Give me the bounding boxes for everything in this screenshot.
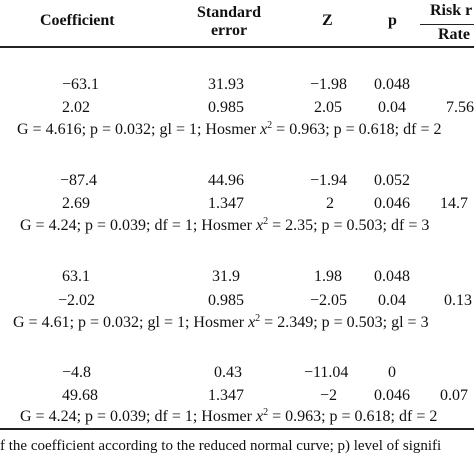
z-cell: −2 <box>320 387 338 404</box>
coefficient-cell: −2.02 <box>58 292 96 309</box>
coefficient-cell: 63.1 <box>62 268 90 285</box>
standard-error-cell: 31.93 <box>208 76 244 93</box>
p-cell: 0.046 <box>374 195 410 212</box>
model-statistics-line: G = 4.24; p = 0.039; df = 1; Hosmer x2 =… <box>20 407 438 426</box>
z-cell: −1.94 <box>310 172 348 189</box>
standard-error-cell: 0.985 <box>208 99 244 116</box>
coefficient-cell: 2.69 <box>62 195 90 212</box>
risk-subheader-rule <box>420 24 474 25</box>
header-bottom-rule <box>0 46 474 48</box>
coefficient-cell: 49.68 <box>62 387 98 404</box>
header-z: Z <box>322 12 333 29</box>
header-coefficient: Coefficient <box>40 12 115 29</box>
model-statistics-line: G = 4.24; p = 0.039; df = 1; Hosmer x2 =… <box>20 216 430 235</box>
header-standard-error-line1: Standard <box>196 4 262 21</box>
rate-cell: 0.13 <box>444 292 472 309</box>
z-cell: 2 <box>326 195 334 212</box>
coefficient-cell: −4.8 <box>62 364 92 381</box>
coefficient-cell: −87.4 <box>60 172 98 189</box>
header-rate: Rate <box>438 26 470 43</box>
standard-error-cell: 44.96 <box>208 172 244 189</box>
standard-error-cell: 0.43 <box>214 364 242 381</box>
header-p: p <box>388 12 397 29</box>
model-statistics-line: G = 4.61; p = 0.032; gl = 1; Hosmer x2 =… <box>13 313 429 332</box>
p-cell: 0.04 <box>378 292 406 309</box>
footnote: f the coefficient according to the reduc… <box>0 438 442 454</box>
standard-error-cell: 0.985 <box>208 292 244 309</box>
header-risk: Risk r <box>430 2 473 19</box>
standard-error-cell: 1.347 <box>208 195 244 212</box>
p-cell: 0 <box>388 364 396 381</box>
p-cell: 0.048 <box>374 268 410 285</box>
p-cell: 0.052 <box>374 172 410 189</box>
z-cell: −2.05 <box>310 292 348 309</box>
standard-error-cell: 31.9 <box>212 268 240 285</box>
p-cell: 0.048 <box>374 76 410 93</box>
z-cell: 1.98 <box>314 268 342 285</box>
model-statistics-line: G = 4.616; p = 0.032; gl = 1; Hosmer x2 … <box>17 120 442 139</box>
header-standard-error-line2: error <box>210 22 248 39</box>
table-bottom-rule <box>0 428 474 430</box>
rate-cell: 0.07 <box>440 387 468 404</box>
z-cell: 2.05 <box>314 99 342 116</box>
z-cell: −11.04 <box>304 364 349 381</box>
p-cell: 0.04 <box>378 99 406 116</box>
rate-cell: 14.7 <box>440 195 468 212</box>
coefficient-cell: 2.02 <box>62 99 90 116</box>
p-cell: 0.046 <box>374 387 410 404</box>
rate-cell: 7.56 <box>446 99 474 116</box>
coefficient-cell: −63.1 <box>62 76 100 93</box>
z-cell: −1.98 <box>310 76 348 93</box>
standard-error-cell: 1.347 <box>208 387 244 404</box>
